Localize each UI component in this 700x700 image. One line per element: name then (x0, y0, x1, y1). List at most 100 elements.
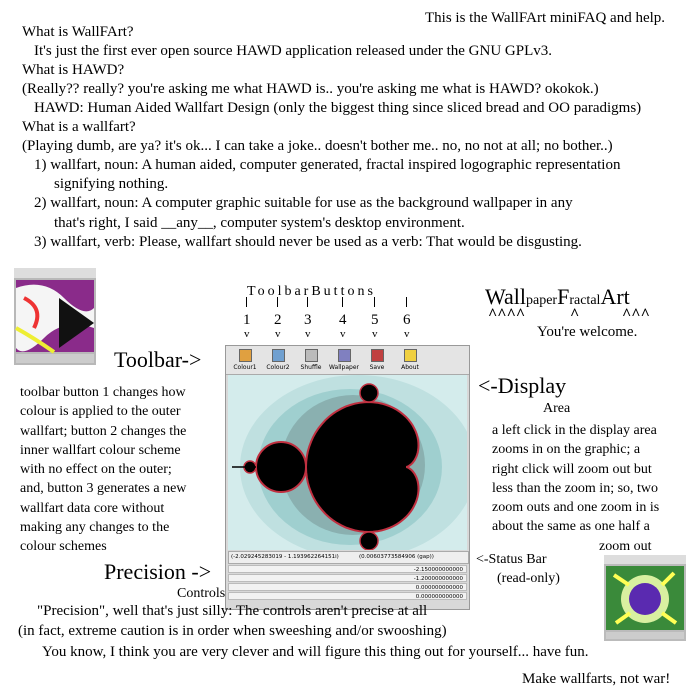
button-pointer: v (305, 328, 311, 340)
fractal-part (255, 441, 307, 493)
faq-question: What is a wallfart? (22, 119, 136, 135)
faq-answer: 1) wallfart, noun: A human aided, comput… (34, 157, 621, 173)
faq-answer: (Really?? really? you're asking me what … (22, 81, 599, 97)
button-pointer: v (244, 328, 250, 340)
callout-label: <-Display (478, 373, 567, 398)
footer-signoff: Make wallfarts, not war! (522, 671, 671, 687)
description-line: inner wallfart colour scheme (20, 442, 181, 458)
logo-caret: ^^^^ (488, 306, 526, 323)
faq-answer: that's right, I said __any__, computer s… (54, 215, 465, 231)
toolbar-button[interactable]: About (393, 349, 427, 371)
button-label: Colour2 (266, 364, 290, 371)
button-label: Save (369, 364, 385, 371)
callout-sublabel: Controls (177, 586, 226, 601)
callout-sublabel: Area (543, 401, 571, 416)
button-pointer: v (275, 328, 281, 340)
header-title: This is the WallFArt miniFAQ and help. (425, 10, 666, 26)
button-number: 3 (304, 312, 312, 328)
toolbar-button[interactable]: Wallpaper (327, 349, 361, 371)
faq-answer: HAWD: Human Aided Wallfart Design (only … (34, 100, 642, 116)
control-field: 0.000000000000 (228, 583, 467, 591)
status-bar: (-2.029245283019 - 1.193962264151i) (0.00… (228, 551, 469, 564)
app-toolbar: Colour1 Colour2 Shuffle Wallpaper Save About (226, 346, 469, 375)
logo-part: Art (600, 284, 630, 309)
description-line: zoom out (599, 538, 652, 554)
button-icon (304, 349, 318, 362)
description-line: a left click in the display area (492, 423, 657, 438)
tick-mark (277, 297, 278, 307)
description-line: and, button 3 generates a new (20, 481, 187, 497)
faq-answer: (Playing dumb, are ya? it's ok... I can … (22, 138, 613, 154)
faq-question: What is WallFArt? (22, 24, 134, 40)
description-line: making any changes to the (20, 520, 170, 536)
logo-part: paper (526, 293, 558, 308)
footer-note: "Precision", well that's just silly: The… (37, 603, 428, 619)
button-icon (370, 349, 384, 362)
button-label: About (401, 364, 419, 371)
button-icon (337, 349, 351, 362)
tick-mark (342, 297, 343, 307)
toolbar-buttons-title: ToolbarButtons (247, 284, 376, 299)
status-text: (-2.029245283019 - 1.193962264151i) (231, 554, 339, 560)
logo-caret: ^^^ (622, 306, 650, 323)
footer-note: (in fact, extreme caution is in order wh… (18, 623, 447, 639)
control-field: 0.000000000000 (228, 592, 467, 600)
callout-label: Precision -> (104, 559, 212, 584)
thumbnail (604, 555, 686, 641)
description-line: wallfart data core without (20, 500, 165, 516)
button-icon (238, 349, 252, 362)
app-screenshot: Colour1 Colour2 Shuffle Wallpaper Save About … (225, 345, 470, 610)
callout-description: a left click in the display area zooms in… (492, 421, 659, 556)
description-line: zooms in on the graphic; a (492, 442, 641, 458)
faq-answer: It's just the first ever open source HAW… (34, 43, 553, 59)
control-field: -2.150000000000 (228, 565, 467, 573)
callout-sublabel: (read-only) (497, 571, 560, 586)
display-area (228, 375, 467, 550)
logo-part: ractal (569, 293, 601, 308)
fractal-part (304, 400, 420, 534)
button-number: 1 (243, 312, 251, 328)
logo: WallpaperFractalArt (485, 284, 630, 314)
button-pointer: v (372, 328, 378, 340)
button-number: 6 (403, 312, 411, 328)
button-number: 5 (371, 312, 379, 328)
logo-part: F (557, 284, 570, 309)
toolbar-button[interactable]: Save (360, 349, 394, 371)
callout-label: Toolbar-> (114, 347, 202, 372)
description-line: about the same as one half a (492, 519, 650, 535)
toolbar-button[interactable]: Colour1 (228, 349, 262, 371)
status-text: (0.00603773584906 (gap)) (359, 554, 434, 560)
button-label: Wallpaper (328, 364, 359, 371)
button-label: Shuffle (300, 364, 322, 371)
tick-mark (307, 297, 308, 307)
footer-closing: You know, I think you are very clever an… (42, 644, 589, 660)
description-line: toolbar button 1 changes how (20, 385, 186, 400)
faq-question: What is HAWD? (22, 62, 125, 78)
tick-mark (374, 297, 375, 307)
button-pointer: v (340, 328, 346, 340)
thumbnail (14, 268, 96, 365)
button-label: Colour1 (233, 364, 257, 371)
toolbar-button[interactable]: Colour2 (261, 349, 295, 371)
logo-caret: ^ (570, 306, 580, 323)
fractal-part (359, 383, 379, 403)
logo-part: Wall (485, 284, 526, 309)
faq-answer: 2) wallfart, noun: A computer graphic su… (34, 195, 573, 211)
button-number: 2 (274, 312, 282, 328)
logo-tagline: You're welcome. (537, 324, 638, 340)
callout-description: toolbar button 1 changes how colour is ap… (20, 383, 186, 557)
description-line: colour is applied to the outer (20, 404, 181, 420)
description-line: colour schemes (20, 539, 107, 555)
button-number: 4 (339, 312, 347, 328)
description-line: with no effect on the outer; (20, 462, 172, 478)
callout-label: <-Status Bar (476, 552, 547, 567)
logo-carets: ^^^^ ^ ^^^ (488, 306, 650, 324)
faq-answer: signifying nothing. (54, 176, 169, 192)
fractal-shape (232, 383, 420, 550)
fractal-part (359, 531, 379, 550)
button-icon (403, 349, 417, 362)
description-line: less than the zoom in; so, two (492, 480, 659, 496)
toolbar-button[interactable]: Shuffle (294, 349, 328, 371)
faq-answer: 3) wallfart, verb: Please, wallfart shou… (34, 234, 582, 250)
